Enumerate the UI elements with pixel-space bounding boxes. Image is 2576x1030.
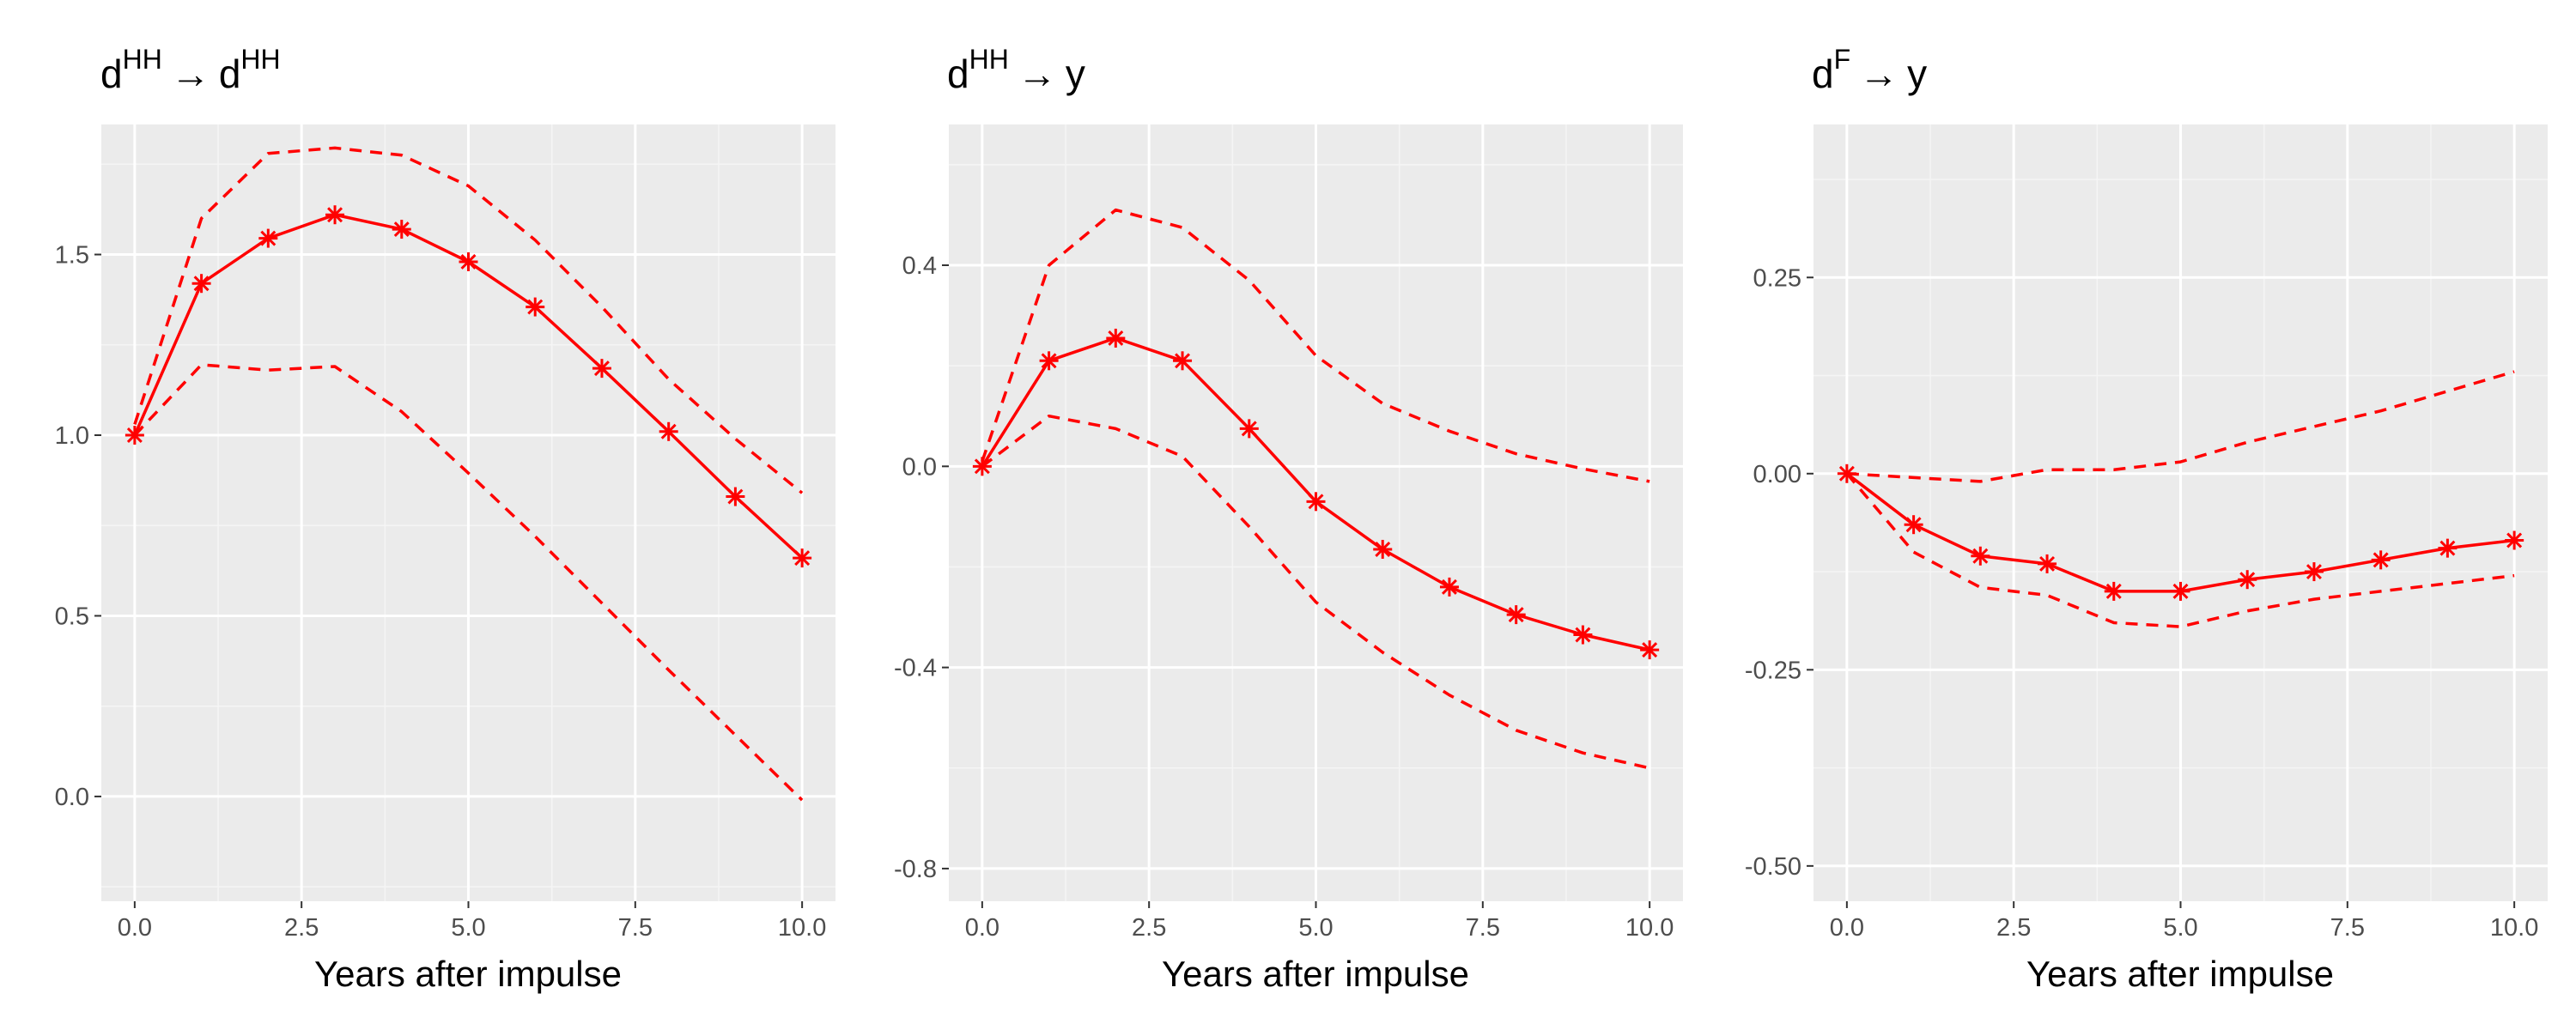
panel-3-xtick-label: 5.0: [2163, 914, 2197, 942]
panel-3-point: [2171, 581, 2190, 601]
panel-3-point: [2505, 530, 2524, 550]
panel-1-title-base2: d: [219, 52, 241, 96]
panel-1-point: [793, 548, 812, 568]
panel-2: dHH → y 0.0 2.5 5.0 7.5 10.0 -0.8 -0.4 0.0 0.4 Yea…: [894, 44, 1683, 994]
panel-1-title-arrow: →: [171, 52, 210, 96]
panel-1-lower-line: [133, 363, 804, 802]
panel-2-point: [1640, 640, 1660, 660]
panel-3-title: dF → y: [1812, 44, 1927, 96]
panel-1-point: [258, 228, 278, 248]
panel-1: dHH → dHH 0.0 2.5 5.0 7.5 10.00.00.51.01.5 Yea…: [55, 44, 835, 994]
panel-2-point: [1573, 625, 1593, 645]
panel-3-point: [2438, 538, 2458, 558]
panel-1-upper-line: [133, 146, 804, 494]
panel-2-point: [1239, 419, 1259, 439]
panel-1-point: [325, 205, 345, 225]
panel-2-ytick-label: 0.4: [902, 252, 937, 280]
panel-2-point: [1306, 492, 1326, 512]
panel-3-point: [1971, 546, 1990, 566]
panel-3-title-base2: y: [1907, 52, 1927, 96]
panel-3-point: [2371, 550, 2391, 570]
panel-2-title: dHH → y: [947, 44, 1085, 96]
panel-3: dF → y 0.0 2.5 5.0 7.5 10.0-0.50-0.250.000.25 …: [1745, 44, 2548, 994]
panel-2-lower-line: [981, 414, 1650, 770]
panel-1-point: [526, 297, 545, 317]
panel-3-xtick-label: 7.5: [2330, 914, 2365, 942]
panel-1-point: [592, 359, 611, 379]
panel-1-title: dHH → dHH: [100, 44, 281, 96]
panel-2-point: [1173, 351, 1193, 371]
panel-1-point: [392, 220, 411, 239]
panel-2-point: [1039, 351, 1059, 371]
panel-1-xtick-label: 0.0: [118, 914, 152, 942]
panel-2-ytick-label: -0.4: [894, 655, 937, 682]
panel-1-point: [459, 251, 478, 271]
panel-1-point: [659, 421, 678, 441]
panel-2-point: [1373, 539, 1393, 559]
panel-1-plot: 0.0 2.5 5.0 7.5 10.0 0.0 0.5 1.0 1.5: [55, 124, 835, 942]
panel-3-point: [2238, 570, 2257, 590]
panel-2-title-base1: d: [947, 52, 969, 96]
panel-1-ytick-label: 0.0: [55, 784, 89, 811]
panel-1-point: [191, 274, 211, 294]
panel-1-title-sup1: HH: [123, 44, 162, 75]
panel-3-title-arrow: →: [1859, 52, 1899, 96]
panel-2-xtick-label: 10.0: [1625, 914, 1674, 942]
panel-3-ytick-label: -0.25: [1745, 657, 1801, 684]
panel-3-point: [2038, 554, 2057, 573]
panel-2-xlabel: Years after impulse: [1162, 954, 1469, 994]
panel-1-ytick-label: 1.0: [55, 422, 89, 450]
panel-3-point: [2304, 562, 2324, 582]
panel-3-ytick-label: 0.00: [1753, 461, 1801, 488]
panel-1-xlabel: Years after impulse: [314, 954, 622, 994]
panel-1-point: [726, 487, 745, 506]
panel-3-point: [1904, 515, 1923, 535]
panel-3-lower-line: [1845, 472, 2515, 628]
panel-3-title-base1: d: [1812, 52, 1834, 96]
panel-3-upper-line: [1846, 370, 2515, 483]
panel-2-xtick-label: 7.5: [1466, 914, 1500, 942]
panel-2-xtick-label: 5.0: [1298, 914, 1333, 942]
panel-1-xtick-label: 5.0: [451, 914, 485, 942]
panel-1-ytick-label: 1.5: [55, 242, 89, 270]
panel-3-xlabel: Years after impulse: [2026, 954, 2334, 994]
panel-3-xtick-label: 2.5: [1996, 914, 2031, 942]
panel-2-ytick-label: 0.0: [902, 453, 937, 481]
panel-2-plot: 0.0 2.5 5.0 7.5 10.0 -0.8 -0.4 0.0 0.4: [894, 124, 1683, 942]
panel-2-xtick-label: 0.0: [965, 914, 999, 942]
panel-1-title-base1: d: [100, 52, 123, 96]
panel-3-ytick-label: -0.50: [1745, 853, 1801, 881]
panel-2-point: [1439, 577, 1459, 597]
panel-2-point: [1506, 605, 1526, 625]
panel-3-plot: 0.0 2.5 5.0 7.5 10.0 -0.50 -0.25 0.00 0.25: [1745, 124, 2548, 942]
panel-2-title-arrow: →: [1018, 52, 1057, 96]
panel-1-xtick-label: 10.0: [778, 914, 826, 942]
panel-2-title-sup1: HH: [969, 44, 1009, 75]
panel-1-xtick-label: 7.5: [618, 914, 653, 942]
panel-1-ytick-label: 0.5: [55, 603, 89, 630]
panel-3-xtick-label: 10.0: [2490, 914, 2538, 942]
panel-3-title-sup1: F: [1834, 44, 1851, 75]
panel-3-xtick-label: 0.0: [1830, 914, 1864, 942]
panel-2-title-base2: y: [1066, 52, 1085, 96]
panel-1-xtick-label: 2.5: [284, 914, 319, 942]
panel-3-ytick-label: 0.25: [1753, 264, 1801, 292]
panel-2-xtick-label: 2.5: [1132, 914, 1166, 942]
panel-2-ytick-label: -0.8: [894, 856, 937, 883]
panel-1-title-sup2: HH: [240, 44, 280, 75]
panel-2-point: [1106, 328, 1126, 348]
panel-3-point: [2104, 581, 2123, 601]
